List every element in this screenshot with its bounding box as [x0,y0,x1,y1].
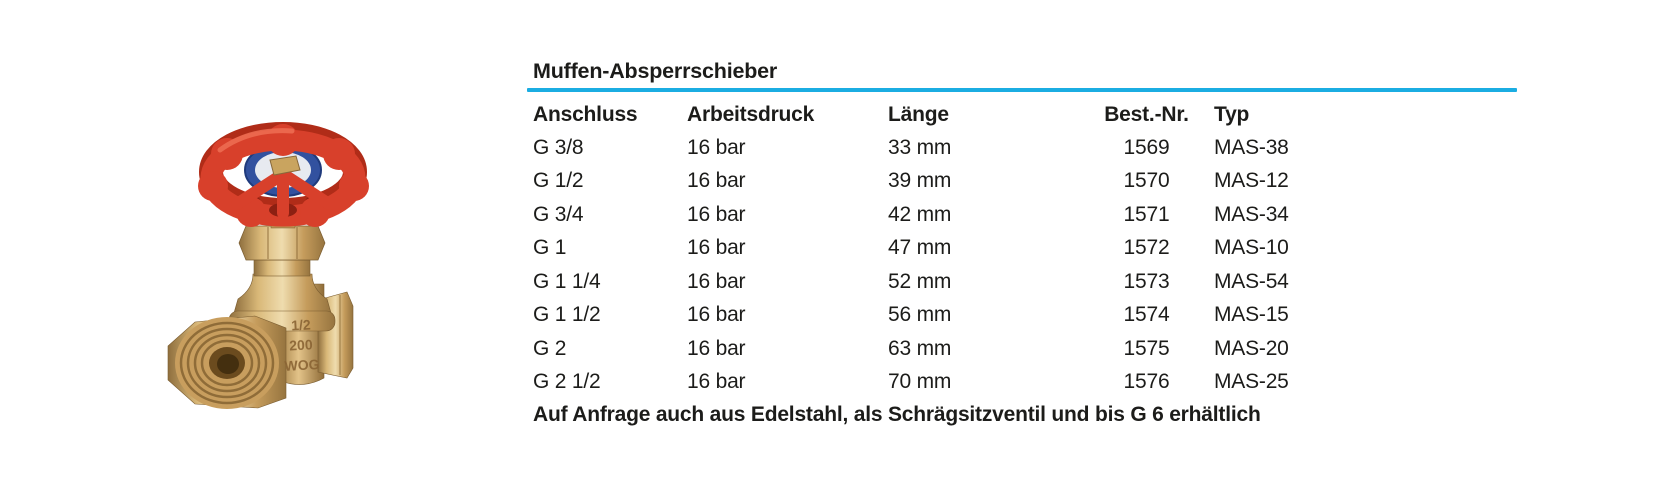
table-cell: 1569 [1123,135,1170,159]
table-cell: 47 mm [888,236,952,260]
table-cell: 33 mm [888,135,952,159]
table-cell: 16 bar [687,370,746,394]
column-header: Arbeitsdruck [687,103,815,126]
cast-marking-rating: WOG [284,356,320,374]
table-cell: G 1 1/2 [533,303,601,327]
valve-handwheel [198,122,369,227]
table-cell: 16 bar [687,236,746,260]
table-cell: MAS-20 [1214,336,1289,360]
table-cell: MAS-10 [1214,236,1289,260]
table-cell: G 2 [533,336,567,360]
datasheet-section: Muffen-Absperrschieber Anschluss Arbeitsd… [527,58,1517,429]
column-header: Anschluss [533,103,638,126]
column-header: Typ [1214,103,1250,126]
table-cell: 1574 [1123,303,1170,327]
table-cell: 1573 [1123,269,1170,293]
table-cell: 52 mm [888,269,952,293]
table-cell: 1576 [1123,370,1170,394]
table-cell: 16 bar [687,169,746,193]
table-cell: 16 bar [687,303,746,327]
table-cell: G 1/2 [533,169,584,193]
table-cell: G 3/8 [533,135,584,159]
table-cell: 16 bar [687,135,746,159]
table-cell: G 2 1/2 [533,370,601,394]
table-cell: G 3/4 [533,202,584,226]
table-cell: G 1 [533,236,567,260]
table-row: G 2 1/2 16 bar 70 mm 1576 MAS-25 [527,366,1517,400]
table-row: G 3/8 16 bar 33 mm 1569 MAS-38 [527,131,1517,165]
table-row: G 1 1/4 16 bar 52 mm 1573 MAS-54 [527,265,1517,299]
table-row: G 1 16 bar 47 mm 1572 MAS-10 [527,232,1517,266]
table-cell: MAS-15 [1214,303,1289,327]
table-cell: 16 bar [687,269,746,293]
table-row: G 1/2 16 bar 39 mm 1570 MAS-12 [527,165,1517,199]
table-row: G 2 16 bar 63 mm 1575 MAS-20 [527,332,1517,366]
table-row: G 3/4 16 bar 42 mm 1571 MAS-34 [527,198,1517,232]
table-header-row: Anschluss Arbeitsdruck Länge Best.-Nr. Typ [527,99,1517,131]
section-divider [527,88,1517,92]
table-cell: 1571 [1123,202,1170,226]
column-header: Länge [888,103,949,126]
table-cell: 42 mm [888,202,952,226]
cast-marking-pressure: 200 [289,336,313,353]
table-cell: 16 bar [687,336,746,360]
availability-note: Auf Anfrage auch aus Edelstahl, als Schr… [533,403,1261,426]
table-cell: G 1 1/4 [533,269,601,293]
product-photo-gate-valve: 1/2 200 WOG [150,116,410,416]
valve-body: 1/2 200 WOG [167,209,354,409]
gate-valve-illustration: 1/2 200 WOG [167,122,369,409]
table-cell: MAS-25 [1214,370,1289,394]
table-row: G 1 1/2 16 bar 56 mm 1574 MAS-15 [527,299,1517,333]
table-body: G 3/8 16 bar 33 mm 1569 MAS-38 G 1/2 16 bar 39 … [527,131,1517,399]
table-cell: MAS-38 [1214,135,1289,159]
cast-marking-size: 1/2 [291,316,311,333]
handwheel-stem-nut [269,155,301,176]
table-cell: 1572 [1123,236,1170,260]
table-cell: MAS-54 [1214,269,1289,293]
section-title: Muffen-Absperrschieber [533,59,778,83]
table-cell: 70 mm [888,370,952,394]
table-cell: 63 mm [888,336,952,360]
table-cell: 56 mm [888,303,952,327]
table-cell: MAS-12 [1214,169,1289,193]
table-cell: 16 bar [687,202,746,226]
table-cell: MAS-34 [1214,202,1289,226]
table-cell: 1570 [1123,169,1170,193]
table-cell: 1575 [1123,336,1170,360]
column-header: Best.-Nr. [1104,103,1189,126]
table-cell: 39 mm [888,169,952,193]
